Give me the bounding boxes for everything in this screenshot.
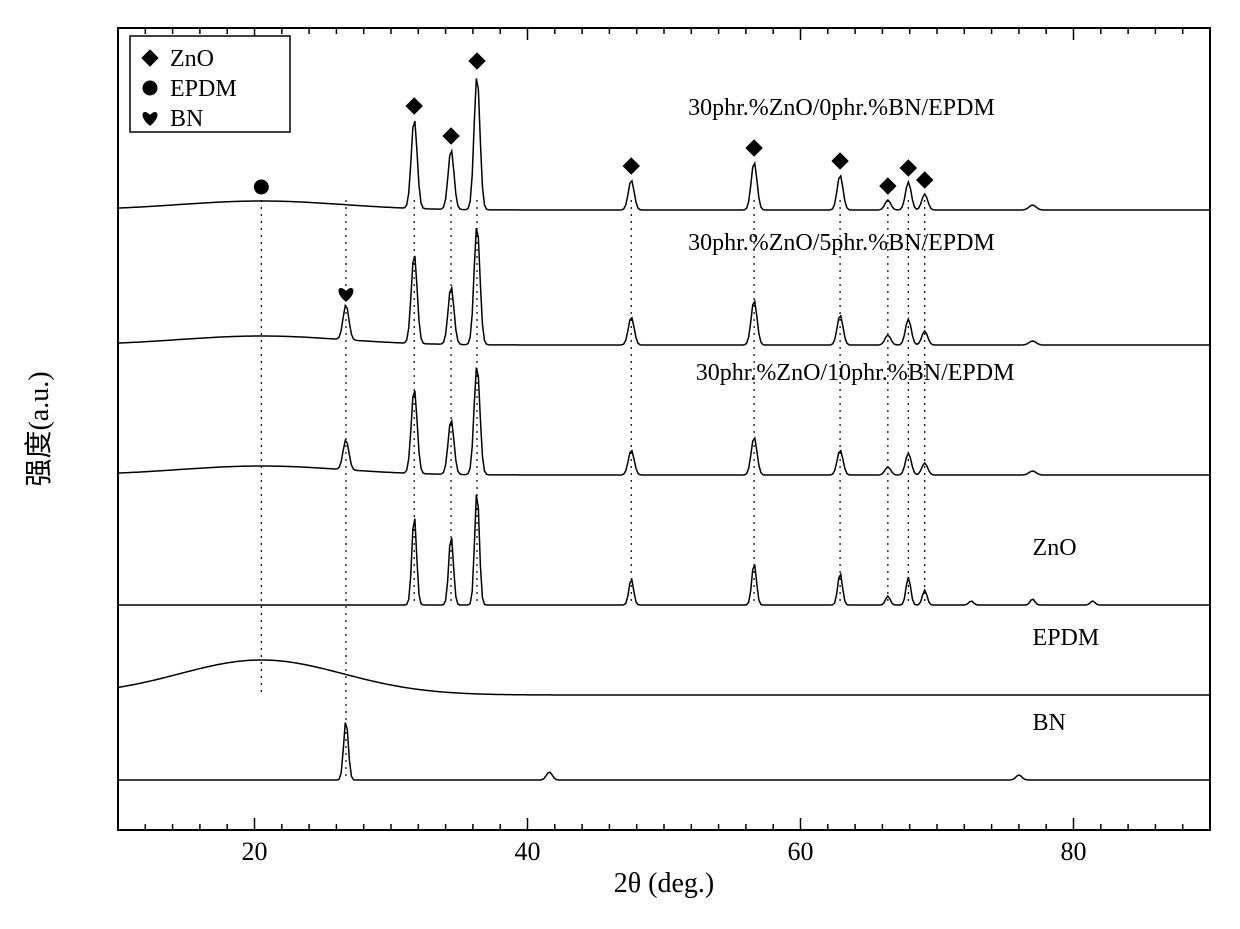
diamond-marker (623, 158, 639, 174)
diamond-marker (406, 98, 422, 114)
diamond-marker (880, 178, 896, 194)
heart-marker (339, 288, 353, 301)
series-label: ZnO (1033, 535, 1077, 561)
legend-entry: ZnO (170, 46, 214, 72)
diamond-marker (469, 53, 485, 69)
series-label: BN (1033, 710, 1066, 736)
legend-entry: BN (170, 106, 203, 132)
legend-entry: EPDM (170, 76, 237, 102)
x-axis-label: 2θ (deg.) (614, 868, 715, 899)
diamond-marker (917, 172, 933, 188)
y-axis-label: 强度(a.u.) (23, 371, 55, 486)
trace-30phr.%ZnO/5phr.%BN/EPDM (118, 228, 1209, 345)
diamond-marker (443, 128, 459, 144)
chart-svg: 20 40 60 80 2θ (deg.) 强度(a.u.) 30phr.%ZnO/0phr… (0, 0, 1240, 924)
series-label: 30phr.%ZnO/5phr.%BN/EPDM (688, 230, 995, 256)
circle-marker (143, 81, 157, 95)
svg-text:60: 60 (788, 837, 814, 866)
diamond-marker (900, 160, 916, 176)
svg-text:40: 40 (515, 837, 541, 866)
diamond-marker (746, 140, 762, 156)
circle-marker (254, 180, 268, 194)
trace-EPDM (118, 660, 1209, 695)
diamond-marker (832, 153, 848, 169)
xrd-chart: 20 40 60 80 2θ (deg.) 强度(a.u.) 30phr.%ZnO/0phr… (0, 0, 1240, 924)
series-label: 30phr.%ZnO/10phr.%BN/EPDM (696, 360, 1015, 386)
trace-30phr.%ZnO/10phr.%BN/EPDM (118, 368, 1209, 475)
svg-text:20: 20 (242, 837, 268, 866)
series-label: 30phr.%ZnO/0phr.%BN/EPDM (688, 95, 995, 121)
svg-text:80: 80 (1061, 837, 1087, 866)
series-label: EPDM (1033, 625, 1100, 651)
